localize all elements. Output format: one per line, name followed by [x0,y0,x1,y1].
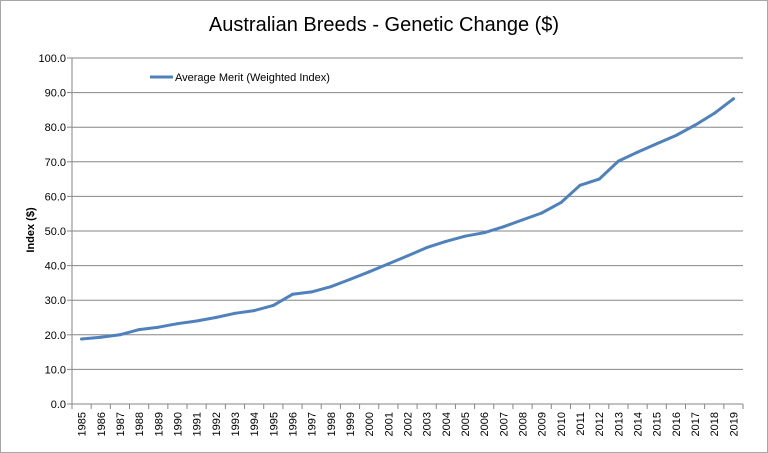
data-point [291,292,294,296]
x-tick-label: 2017 [690,412,702,436]
x-tick-label: 1987 [115,412,127,436]
data-point [559,201,563,205]
x-tick-label: 2015 [652,412,664,436]
legend: Average Merit (Weighted Index) [150,72,330,84]
data-point [310,290,314,294]
x-tick-label: 2007 [498,412,510,436]
x-tick-label: 1996 [287,412,299,436]
data-point [233,311,237,315]
data-point [444,239,448,243]
data-point [99,335,103,339]
data-point [636,150,640,154]
data-point [348,277,352,281]
x-tick-label: 2016 [671,412,683,436]
y-tick-label: 40.0 [45,261,66,273]
y-tick-label: 70.0 [45,157,66,169]
x-tick-label: 2011 [575,412,587,436]
data-point [175,322,179,326]
x-tick-label: 1988 [134,412,146,436]
data-point [252,309,256,313]
x-tick-label: 1993 [230,412,242,436]
x-tick-label: 1990 [172,412,184,436]
data-point [137,328,141,332]
data-point [712,111,716,115]
x-tick-label: 2006 [479,412,491,436]
data-point [597,177,601,181]
x-tick-label: 1989 [153,412,165,436]
x-tick-label: 2009 [537,412,549,436]
x-tick-label: 1986 [96,412,108,436]
x-tick-label: 2002 [403,412,415,436]
y-tick-label: 20.0 [45,330,66,342]
data-point [156,325,160,329]
x-tick-label: 2005 [460,412,472,436]
legend-label: Average Merit (Weighted Index) [175,72,330,84]
y-tick-label: 90.0 [45,88,66,100]
series-layer [80,97,735,341]
x-tick-label: 1997 [307,412,319,436]
data-point [367,270,371,274]
data-point [329,285,333,289]
data-point [578,183,582,187]
x-tick-label: 2003 [422,412,434,436]
x-tick-label: 2018 [709,412,721,436]
x-tick-label: 2013 [613,412,625,436]
data-point [655,142,659,146]
data-point [118,333,122,337]
data-point [501,225,505,229]
y-tick-label: 100.0 [38,53,66,65]
y-tick-label: 50.0 [45,226,66,238]
data-point [540,211,544,215]
data-point [521,218,524,222]
x-tick-label: 2019 [728,412,740,436]
data-point [214,316,218,319]
data-point [463,234,467,238]
y-tick-label: 60.0 [45,191,66,203]
y-tick-label: 30.0 [45,295,66,307]
x-tick-label: 2012 [594,412,606,436]
data-point [80,337,84,341]
x-tick-label: 2010 [556,412,568,436]
data-point [195,319,199,323]
series-line [80,97,735,341]
x-tick-label: 1991 [192,412,204,436]
data-point [482,231,486,235]
data-point [674,134,678,137]
x-tick-label: 2000 [364,412,376,436]
x-tick-label: 2014 [633,412,645,436]
x-axis-tick-labels: 1985 1986 1987 1988 1989 1990 1991 1992 1993 1994… [77,412,741,436]
data-point [425,246,429,250]
x-tick-label: 1994 [249,412,261,436]
chart-title: Australian Breeds - Genetic Change ($) [209,14,559,36]
x-tick-label: 1985 [77,412,89,436]
y-tick-label: 10.0 [45,364,66,376]
data-point [693,123,697,127]
data-point [386,262,390,266]
x-tick-label: 2004 [441,412,453,436]
data-point [406,254,409,258]
gridlines [67,57,744,409]
x-tick-label: 2001 [383,412,395,436]
x-tick-label: 1998 [326,412,338,436]
y-axis-tick-labels: 0.0 10.0 20.0 30.0 40.0 50.0 60.0 70.0 80.0 90.0 1… [38,53,66,411]
data-point [271,303,275,307]
y-axis-title: Index ($) [25,207,37,253]
data-point [616,159,620,163]
x-tick-label: 1995 [268,412,280,436]
x-tick-label: 1999 [345,412,357,436]
y-tick-label: 0.0 [51,399,66,411]
y-tick-label: 80.0 [45,122,66,134]
x-tick-label: 1992 [211,412,223,436]
x-tick-label: 2008 [518,412,530,436]
data-point [731,97,735,101]
